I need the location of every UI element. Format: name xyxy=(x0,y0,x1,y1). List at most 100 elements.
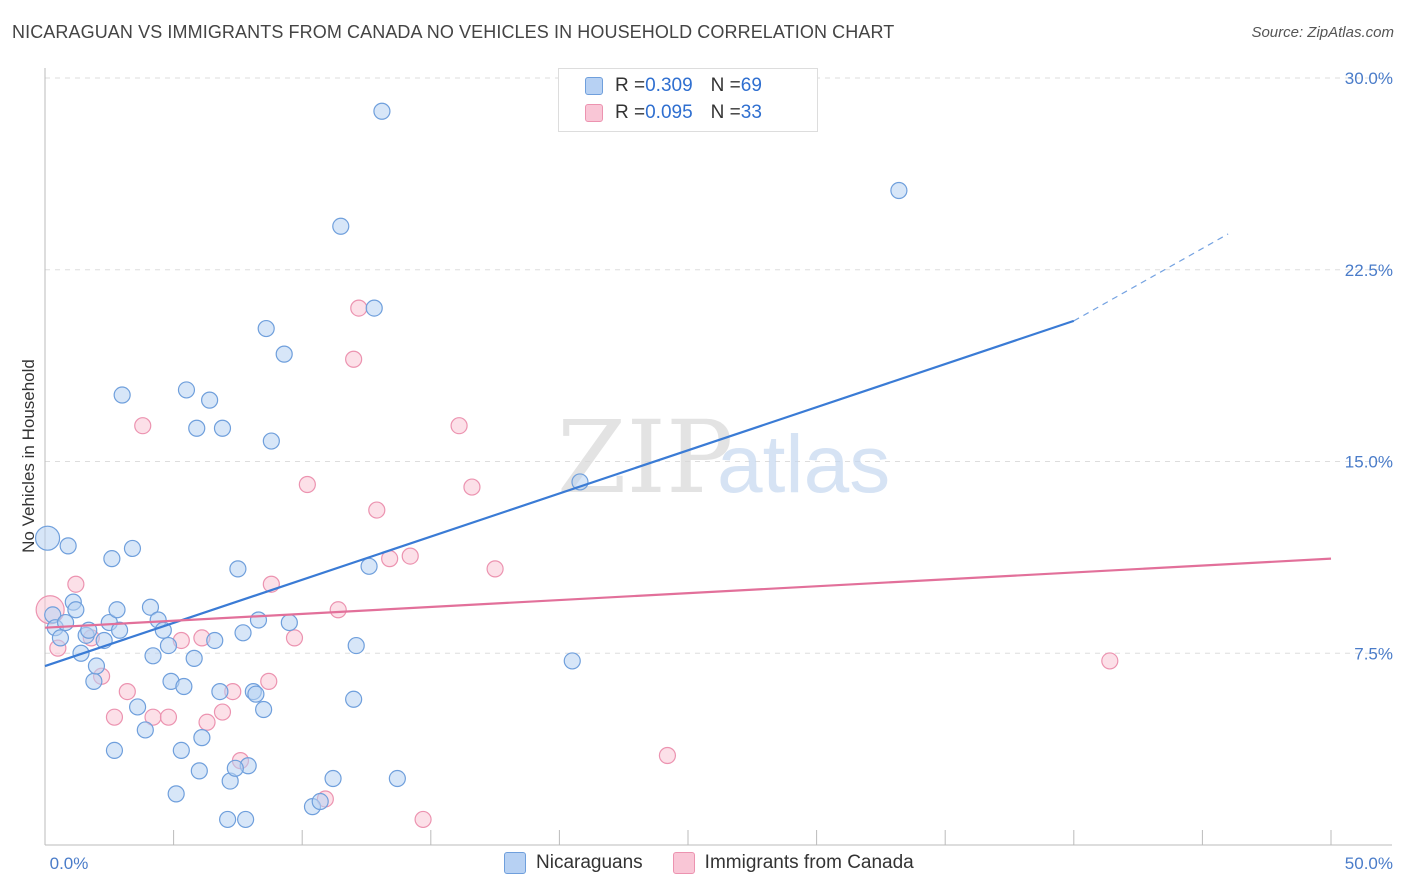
data-point xyxy=(193,729,211,747)
legend-label: Nicaraguans xyxy=(536,852,643,873)
data-point xyxy=(345,350,363,368)
data-point xyxy=(190,762,208,780)
y-tick-label: 15.0% xyxy=(1345,453,1393,472)
pink-swatch xyxy=(672,852,695,874)
data-point xyxy=(211,682,229,701)
data-point xyxy=(175,677,193,696)
data-point xyxy=(185,649,203,667)
legend-label: Immigrants from Canada xyxy=(704,852,914,873)
data-point xyxy=(123,539,142,558)
data-point xyxy=(172,741,190,760)
data-point xyxy=(658,746,677,765)
data-point xyxy=(85,672,103,690)
series-legend: Nicaraguans Immigrants from Canada xyxy=(504,852,944,874)
data-point xyxy=(159,708,178,726)
data-point xyxy=(105,708,124,726)
legend-item-nicaraguans[interactable]: Nicaraguans xyxy=(504,852,643,874)
data-point xyxy=(311,792,329,811)
data-point xyxy=(360,557,378,575)
data-point xyxy=(234,624,252,642)
source-label: Source: ZipAtlas.com xyxy=(1251,24,1394,41)
r-value: 0.095 xyxy=(645,102,693,123)
data-point xyxy=(450,417,468,435)
data-point xyxy=(188,419,206,437)
data-point xyxy=(388,769,406,788)
data-point xyxy=(401,547,419,565)
data-point xyxy=(226,759,244,777)
y-tick-label: 30.0% xyxy=(1345,69,1393,88)
data-point xyxy=(128,698,147,716)
data-point xyxy=(260,672,278,690)
axes xyxy=(44,68,1392,846)
data-point xyxy=(67,601,85,619)
data-point xyxy=(332,217,350,235)
data-point xyxy=(275,345,293,363)
data-point xyxy=(213,419,232,437)
data-point xyxy=(213,703,232,721)
n-value: 69 xyxy=(740,75,762,96)
data-point xyxy=(285,629,304,647)
series-nicaraguans xyxy=(34,102,908,829)
data-point xyxy=(324,769,342,788)
legend-item-immigrants-from-canada[interactable]: Immigrants from Canada xyxy=(672,852,914,874)
stats-legend: R = 0.309 N = 69 R = 0.095 N = 33 xyxy=(558,68,818,132)
data-point xyxy=(365,299,383,317)
watermark-atlas: atlas xyxy=(717,419,890,510)
data-point xyxy=(249,611,268,629)
data-point xyxy=(298,475,316,494)
x-tick-label-min: 0.0% xyxy=(50,854,89,873)
data-point xyxy=(890,181,908,200)
trend-extension-nicaraguans xyxy=(1073,233,1229,322)
data-point xyxy=(105,741,124,760)
data-point xyxy=(347,636,365,655)
x-tick-label-max: 50.0% xyxy=(1345,854,1393,873)
data-point xyxy=(87,657,106,675)
data-point xyxy=(350,299,368,317)
trend-line-nicaraguans xyxy=(44,319,1075,668)
y-tick-label: 22.5% xyxy=(1345,261,1393,280)
n-label: N = xyxy=(710,75,741,96)
data-point xyxy=(59,537,77,555)
data-point xyxy=(108,601,126,619)
blue-swatch xyxy=(585,77,603,95)
y-axis-label: No Vehicles in Household xyxy=(19,359,38,553)
series-immigrants-from-canada xyxy=(35,299,1119,829)
data-point xyxy=(255,700,273,719)
n-value: 33 xyxy=(740,102,762,123)
watermark-zip: ZIP xyxy=(557,399,733,516)
data-point xyxy=(262,432,280,450)
data-point xyxy=(110,621,129,639)
data-point xyxy=(414,810,432,829)
r-value: 0.309 xyxy=(645,75,693,96)
data-point xyxy=(486,560,504,578)
data-point xyxy=(219,810,237,829)
trend-line-immigrants-from-canada xyxy=(44,557,1332,629)
data-point xyxy=(280,613,298,632)
data-point xyxy=(373,102,391,120)
data-point xyxy=(136,721,154,739)
chart-title: NICARAGUAN VS IMMIGRANTS FROM CANADA NO … xyxy=(12,22,895,42)
data-point xyxy=(51,629,70,647)
data-point xyxy=(237,810,255,829)
grid-lines xyxy=(45,77,1392,654)
watermark: ZIP atlas xyxy=(557,399,890,516)
data-point xyxy=(206,631,224,650)
y-tick-label: 7.5% xyxy=(1354,644,1393,663)
stats-row-immigrants-from-canada: R = 0.095 N = 33 xyxy=(585,101,762,125)
data-point xyxy=(198,713,216,731)
data-point xyxy=(177,381,196,399)
stats-row-nicaraguans: R = 0.309 N = 69 xyxy=(585,74,762,98)
data-point xyxy=(67,575,85,593)
data-point xyxy=(368,501,386,519)
data-point xyxy=(229,560,247,578)
data-point xyxy=(134,417,152,435)
data-point xyxy=(167,785,185,803)
data-point xyxy=(201,391,219,409)
data-point xyxy=(247,685,265,703)
data-point xyxy=(144,647,162,665)
data-point xyxy=(257,319,275,338)
blue-swatch xyxy=(504,852,526,874)
data-point xyxy=(118,682,136,701)
data-point xyxy=(345,690,363,708)
